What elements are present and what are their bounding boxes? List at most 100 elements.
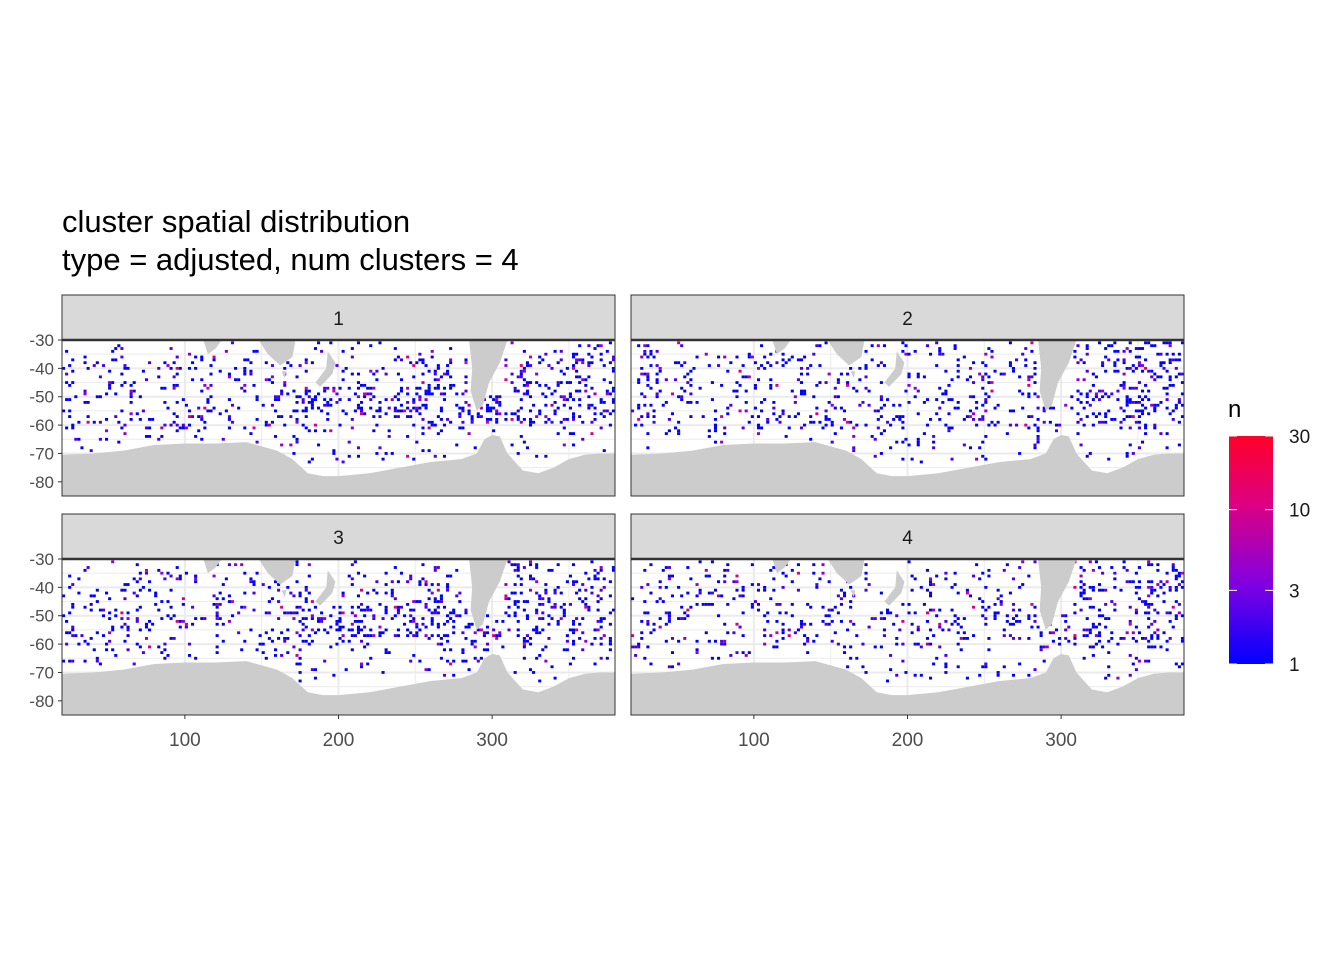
heat-cell bbox=[449, 383, 453, 387]
heat-cell bbox=[741, 611, 745, 615]
heat-cell bbox=[313, 668, 317, 672]
heat-cell bbox=[1180, 392, 1184, 396]
heat-cell bbox=[1174, 662, 1178, 666]
heat-cell bbox=[1113, 361, 1117, 365]
heat-cell bbox=[304, 426, 308, 430]
heat-cell bbox=[316, 628, 321, 632]
heat-cell bbox=[148, 418, 152, 421]
heat-cell bbox=[568, 395, 572, 399]
heat-cell bbox=[769, 634, 773, 637]
heat-cell bbox=[187, 654, 192, 657]
heat-cell bbox=[981, 454, 985, 458]
heat-cell bbox=[611, 366, 615, 370]
heat-cell bbox=[504, 418, 508, 421]
heat-cell bbox=[710, 381, 714, 384]
heat-cell bbox=[120, 409, 124, 413]
heat-cell bbox=[1116, 389, 1120, 393]
heat-cell bbox=[356, 594, 361, 598]
heat-cell bbox=[803, 389, 807, 393]
heat-cell bbox=[760, 409, 764, 413]
heat-cell bbox=[175, 400, 179, 404]
heat-cell bbox=[433, 372, 437, 376]
heat-cell bbox=[68, 585, 72, 589]
heat-cell bbox=[489, 395, 493, 399]
heat-cell bbox=[698, 591, 702, 595]
heat-cell bbox=[157, 568, 161, 572]
antarctica-land bbox=[62, 654, 615, 715]
heat-cell bbox=[646, 412, 650, 416]
heat-cell bbox=[599, 352, 603, 356]
heat-cell bbox=[1156, 594, 1160, 598]
heat-cell bbox=[935, 364, 939, 367]
heat-cell bbox=[329, 625, 333, 629]
heat-cell bbox=[298, 656, 302, 660]
heat-cell bbox=[596, 628, 600, 632]
heat-cell bbox=[793, 415, 797, 418]
heat-cell bbox=[467, 625, 471, 629]
heat-cell bbox=[677, 429, 681, 433]
heat-cell bbox=[243, 389, 247, 393]
heat-cell bbox=[458, 426, 462, 430]
heat-cell bbox=[599, 344, 603, 348]
heat-cell bbox=[77, 591, 81, 595]
heat-cell bbox=[427, 369, 431, 373]
heat-cell bbox=[581, 358, 585, 362]
heat-cell bbox=[68, 364, 72, 367]
heat-cell bbox=[240, 648, 244, 652]
heat-cell bbox=[442, 392, 447, 396]
heat-cell bbox=[873, 409, 877, 413]
heat-cell bbox=[516, 628, 520, 632]
heat-cell bbox=[1156, 375, 1160, 379]
y-tick-label: -60 bbox=[29, 635, 54, 654]
heat-cell bbox=[1107, 409, 1111, 413]
heat-cell bbox=[538, 631, 542, 635]
heat-cell bbox=[1088, 560, 1092, 564]
heat-cell bbox=[295, 375, 299, 379]
heat-cell bbox=[892, 418, 896, 421]
heat-cell bbox=[547, 386, 551, 390]
heat-cell bbox=[925, 611, 930, 615]
heat-cell bbox=[372, 372, 376, 376]
heat-cell bbox=[867, 403, 871, 407]
heat-cell bbox=[74, 395, 78, 399]
heat-cell bbox=[784, 435, 788, 438]
heat-cell bbox=[323, 386, 327, 390]
heat-cell bbox=[864, 577, 868, 581]
heat-cell bbox=[304, 639, 308, 643]
heat-cell bbox=[166, 600, 170, 603]
heat-cell bbox=[750, 415, 754, 418]
heat-cell bbox=[1150, 602, 1154, 606]
heat-cell bbox=[1036, 395, 1040, 399]
heat-cell bbox=[907, 400, 911, 404]
heat-cell bbox=[1116, 369, 1120, 373]
heat-cell bbox=[83, 361, 87, 365]
heat-cell bbox=[313, 429, 317, 433]
heat-cell bbox=[1177, 602, 1181, 606]
heat-cell bbox=[249, 369, 253, 373]
heat-cell bbox=[575, 375, 579, 379]
heat-cell bbox=[1079, 400, 1083, 404]
heat-cell bbox=[519, 435, 523, 438]
heat-cell bbox=[295, 418, 299, 421]
heat-cell bbox=[415, 386, 419, 390]
heat-cell bbox=[1110, 600, 1114, 603]
heat-cell bbox=[446, 659, 450, 663]
heat-cell bbox=[108, 639, 112, 643]
heat-cell bbox=[310, 406, 314, 410]
heat-cell bbox=[479, 406, 483, 410]
heat-cell bbox=[1134, 625, 1138, 629]
heat-cell bbox=[1015, 358, 1019, 362]
heat-cell bbox=[818, 381, 822, 384]
heat-cell bbox=[455, 614, 459, 618]
heat-cell bbox=[584, 597, 588, 601]
heat-cell bbox=[148, 426, 152, 430]
heat-cell bbox=[513, 568, 517, 572]
heat-cell bbox=[406, 634, 410, 637]
heat-cell bbox=[599, 398, 603, 401]
heat-cell bbox=[344, 366, 348, 370]
heat-cell bbox=[396, 611, 400, 615]
heat-cell bbox=[993, 611, 997, 615]
heat-cell bbox=[1064, 614, 1068, 618]
heat-cell bbox=[320, 349, 324, 353]
heat-cell bbox=[191, 415, 195, 418]
